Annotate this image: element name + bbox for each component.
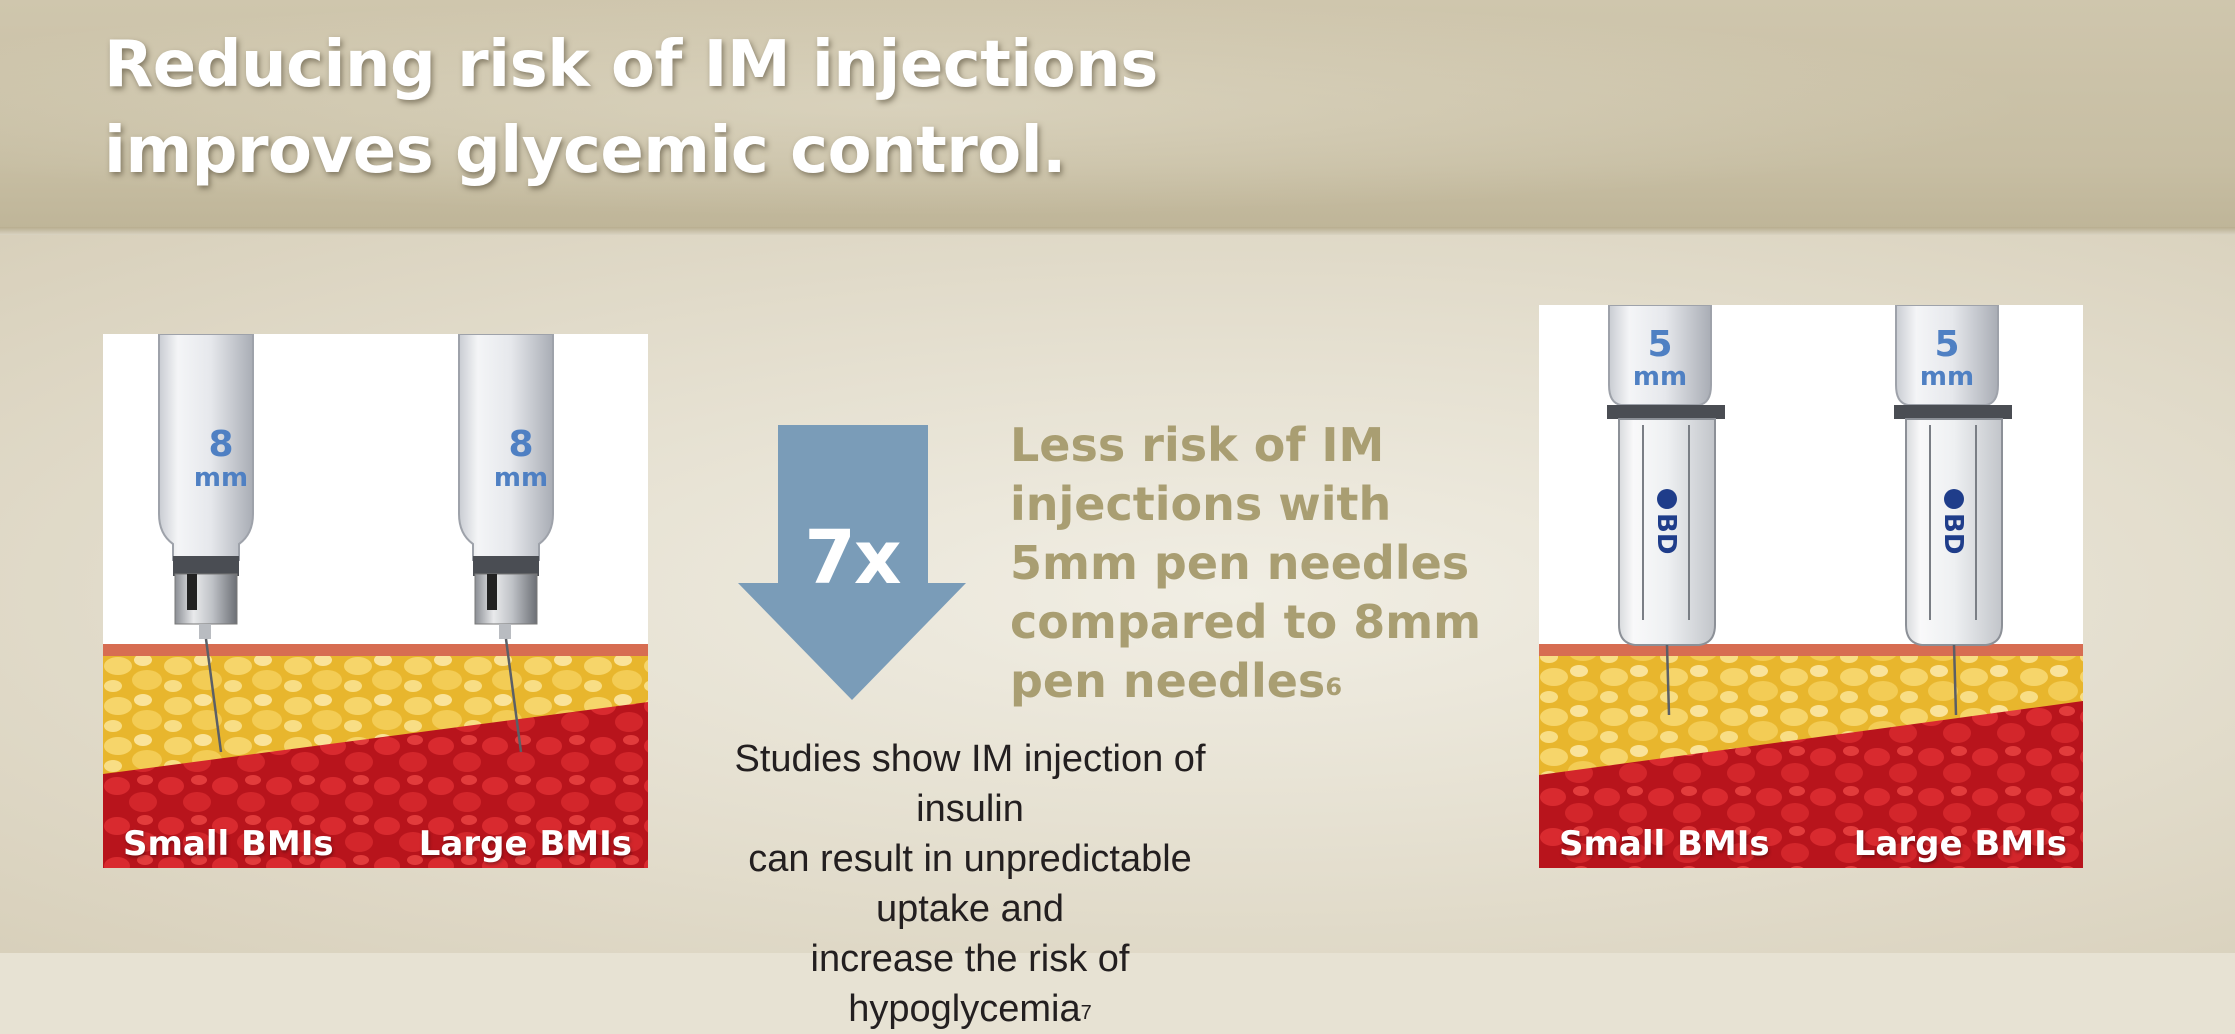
- right-needle-large-bmi: [1894, 305, 2012, 716]
- right-needle-small-bmi: [1607, 305, 1725, 716]
- headline-line-2: improves glycemic control.: [104, 114, 1066, 188]
- left-needle-1-length: 8: [208, 424, 233, 465]
- risk-line-4: compared to 8mm: [1010, 595, 1482, 649]
- header-divider: [0, 227, 2235, 235]
- muscle-layer: [103, 702, 648, 868]
- left-label-large-bmi: Large BMIs: [418, 824, 632, 864]
- left-needle-2-unit: mm: [494, 463, 548, 493]
- left-needle-2-length: 8: [508, 424, 533, 465]
- left-label-small-bmi: Small BMIs: [123, 824, 334, 864]
- studies-line-1: Studies show IM injection of insulin: [734, 738, 1206, 830]
- studies-statement: Studies show IM injection of insulin can…: [700, 734, 1240, 1034]
- bd-logo-1: BD: [1651, 489, 1681, 554]
- left-needle-1-unit: mm: [194, 463, 248, 493]
- headline-line-1: Reducing risk of IM injections: [104, 28, 1158, 102]
- muscle-layer: [1539, 701, 2083, 868]
- right-illustration: 5 mm 5 mm BD BD: [1539, 305, 2083, 868]
- reduction-arrow: 7x: [738, 425, 966, 700]
- right-needle-1-length: 5: [1647, 324, 1672, 365]
- left-needle-small-bmi: [158, 334, 254, 753]
- risk-statement: Less risk of IM injections with 5mm pen …: [1010, 416, 1481, 711]
- right-needle-1-unit: mm: [1633, 362, 1687, 392]
- down-arrow-icon: [738, 425, 966, 700]
- header-band-highlight: [0, 0, 2235, 235]
- header-band: [0, 0, 2235, 235]
- right-label-small-bmi: Small BMIs: [1559, 824, 1770, 864]
- right-illustration-panel: 5 mm 5 mm BD BD Small BMIs Large BMIs: [1539, 305, 2083, 868]
- left-illustration-panel: 8 mm 8 mm Small BMIs Large BMIs: [103, 334, 648, 868]
- right-label-large-bmi: Large BMIs: [1853, 824, 2067, 864]
- bd-logo-2-text: BD: [1938, 513, 1968, 554]
- risk-line-3: 5mm pen needles: [1010, 536, 1470, 590]
- risk-line-2: injections with: [1010, 477, 1392, 531]
- risk-line-5: pen needles: [1010, 654, 1326, 708]
- left-needle-large-bmi: [458, 334, 554, 753]
- headline: Reducing risk of IM injections improves …: [104, 22, 1158, 194]
- bd-logo-2: BD: [1938, 489, 1968, 554]
- risk-footnote: 6: [1325, 673, 1343, 701]
- bd-logo-1-text: BD: [1651, 513, 1681, 554]
- studies-line-2: can result in unpredictable uptake and: [748, 838, 1192, 930]
- right-needle-2-length: 5: [1934, 324, 1959, 365]
- right-needle-2-unit: mm: [1920, 362, 1974, 392]
- reduction-factor: 7x: [804, 515, 901, 601]
- left-illustration: 8 mm 8 mm: [103, 334, 648, 868]
- risk-line-1: Less risk of IM: [1010, 418, 1385, 472]
- studies-footnote: 7: [1080, 1002, 1092, 1024]
